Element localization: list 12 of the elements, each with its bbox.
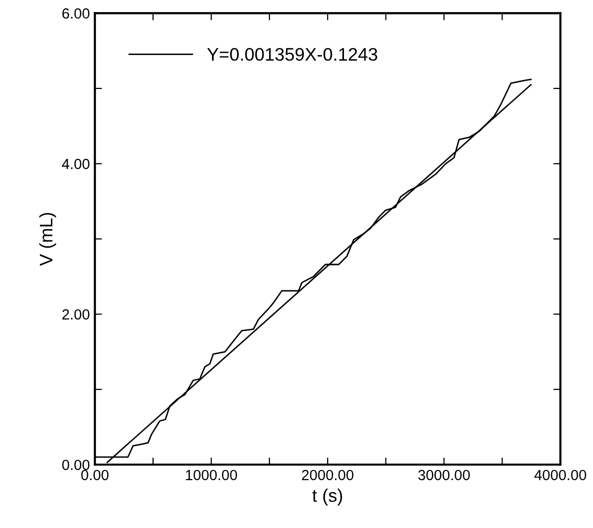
y-tick-label: 4.00 (62, 158, 90, 170)
legend-label: Y=0.001359X-0.1243 (207, 48, 378, 61)
y-axis-title: V (mL) (39, 212, 56, 266)
y-tick-label: 0.00 (62, 460, 90, 470)
x-axis-title: t (s) (312, 488, 342, 506)
y-tick-label: 6.00 (62, 8, 90, 19)
x-tick-label: 2000.00 (302, 470, 354, 480)
x-tick-label: 4000.00 (534, 470, 586, 480)
x-tick-label: 1000.00 (186, 470, 238, 480)
x-tick-label: 0.00 (81, 470, 109, 480)
x-tick-label: 3000.00 (418, 470, 470, 480)
y-tick-label: 2.00 (62, 309, 90, 320)
